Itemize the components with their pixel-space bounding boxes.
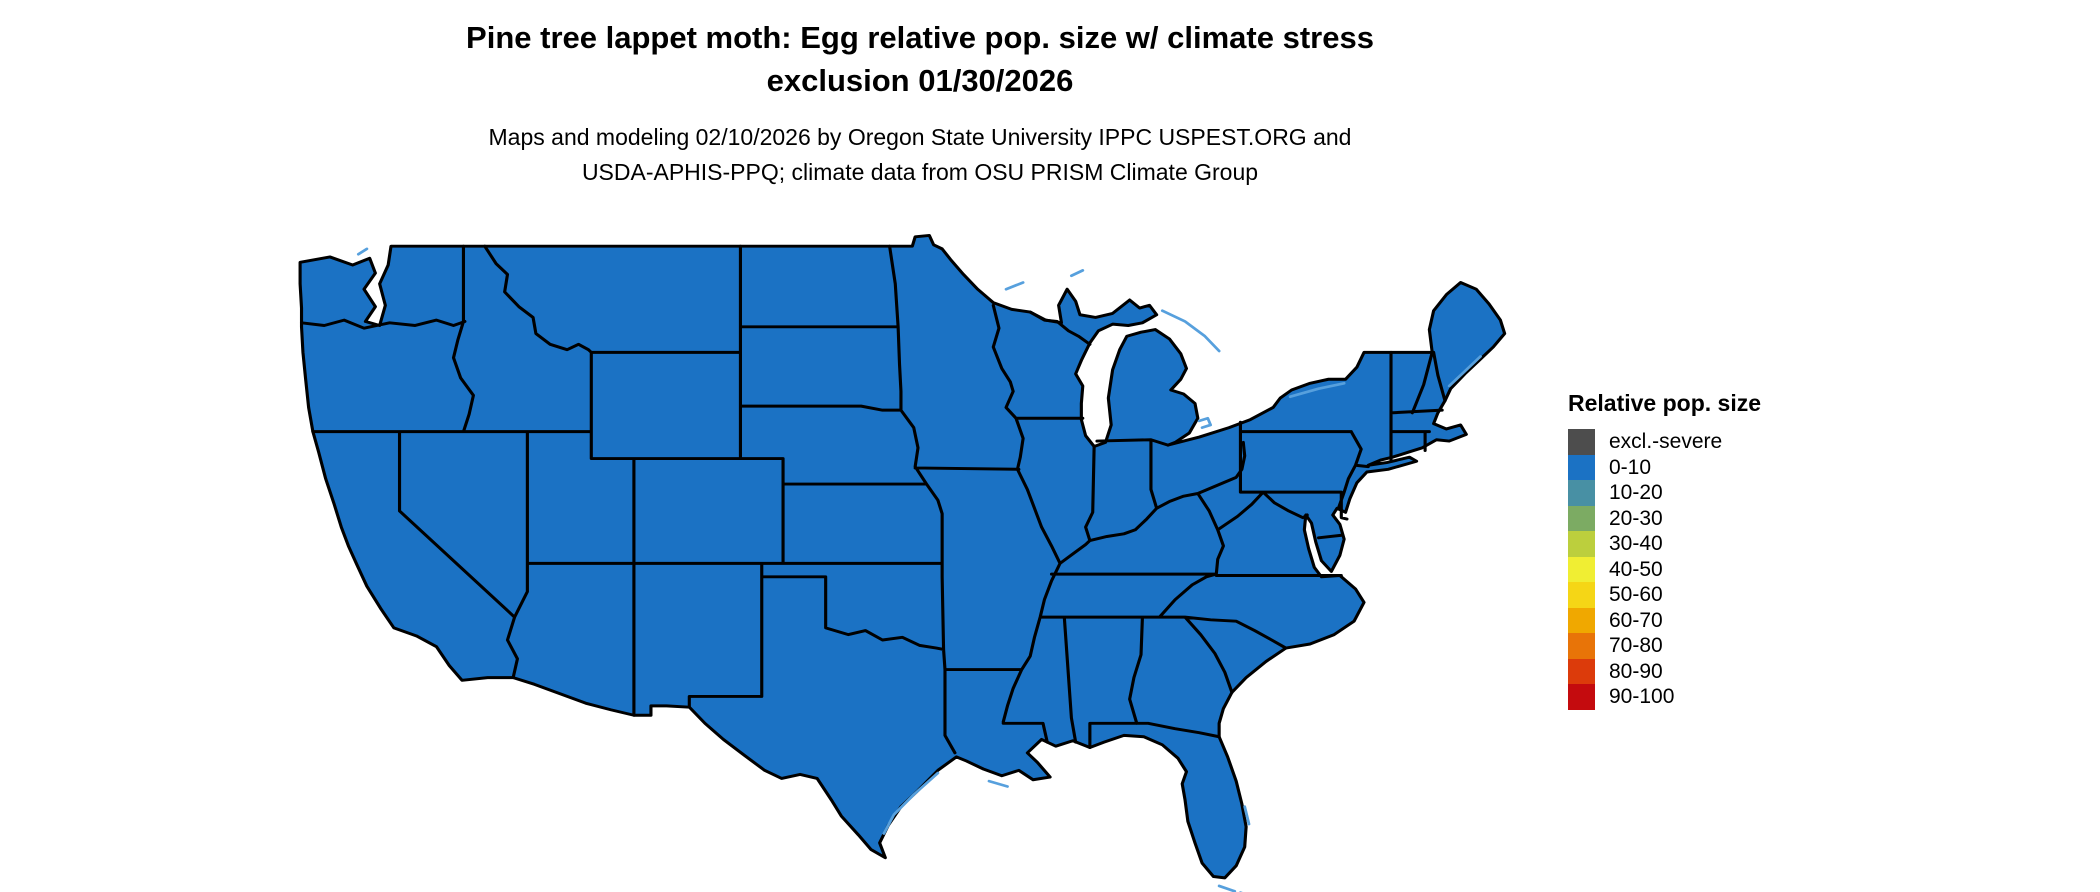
legend-label: 10-20 — [1609, 481, 1663, 504]
legend-row: 90-100 — [1568, 684, 1761, 710]
legend-label: 20-30 — [1609, 506, 1663, 530]
legend-swatch-70-80 — [1568, 633, 1595, 659]
legend-row: 60-70 — [1568, 607, 1761, 633]
legend-row: 80-90 — [1568, 658, 1761, 684]
legend-swatch-excl-severe — [1568, 429, 1595, 455]
legend-row: 40-50 — [1568, 556, 1761, 582]
legend-label: excl.-severe — [1609, 430, 1723, 453]
legend-label: 90-100 — [1609, 685, 1675, 708]
legend-label: 70-80 — [1609, 634, 1663, 657]
legend-swatch-10-20 — [1568, 480, 1595, 506]
legend-row: 30-40 — [1568, 531, 1761, 557]
legend-label: 60-70 — [1609, 608, 1663, 632]
legend-row: 20-30 — [1568, 505, 1761, 531]
legend-swatch-40-50 — [1568, 556, 1595, 582]
legend-label: 30-40 — [1609, 532, 1663, 555]
figure-subtitle: Maps and modeling 02/10/2026 by Oregon S… — [0, 120, 1840, 190]
legend-row: 50-60 — [1568, 582, 1761, 608]
legend-swatch-50-60 — [1568, 582, 1595, 608]
figure-title-line2: exclusion 01/30/2026 — [766, 63, 1074, 98]
figure-title: Pine tree lappet moth: Egg relative pop.… — [0, 16, 1840, 102]
figure-subtitle-line2: USDA-APHIS-PPQ; climate data from OSU PR… — [581, 159, 1259, 185]
water-accents — [356, 247, 1482, 892]
legend-label: 50-60 — [1609, 583, 1663, 606]
legend-swatch-20-30 — [1568, 505, 1595, 531]
legend-swatch-30-40 — [1568, 531, 1595, 557]
legend-label: 80-90 — [1609, 659, 1663, 683]
legend-row: excl.-severe — [1568, 429, 1761, 455]
legend: Relative pop. size excl.-severe 0-10 10-… — [1568, 390, 1761, 710]
legend-swatch-90-100 — [1568, 684, 1595, 710]
state-borders — [299, 244, 1447, 755]
legend-row: 70-80 — [1568, 633, 1761, 659]
us-landmass — [298, 233, 1507, 880]
legend-row: 0-10 — [1568, 454, 1761, 480]
figure-subtitle-line1: Maps and modeling 02/10/2026 by Oregon S… — [488, 124, 1352, 150]
figure-title-line1: Pine tree lappet moth: Egg relative pop.… — [466, 20, 1374, 55]
legend-swatch-0-10 — [1568, 454, 1595, 480]
legend-label: 0-10 — [1609, 455, 1652, 479]
legend-title: Relative pop. size — [1568, 390, 1762, 416]
legend-row: 10-20 — [1568, 480, 1761, 506]
legend-label: 40-50 — [1609, 557, 1663, 581]
legend-swatch-80-90 — [1568, 658, 1595, 684]
legend-swatch-60-70 — [1568, 607, 1595, 633]
us-map-svg — [298, 233, 1507, 892]
